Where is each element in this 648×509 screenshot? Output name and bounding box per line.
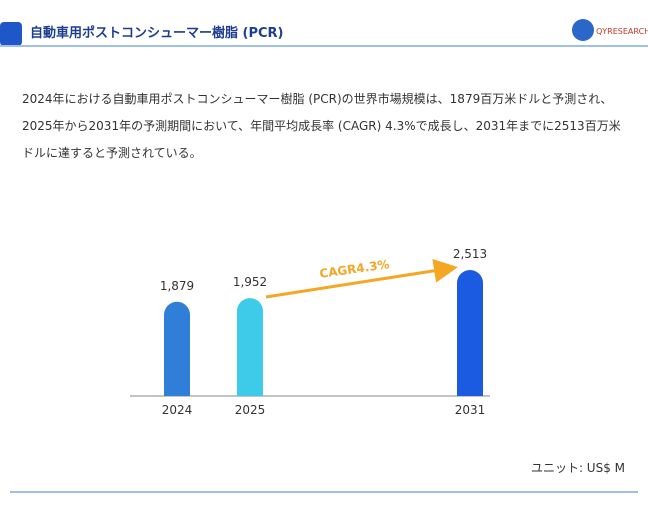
unit-label: ユニット: US$ M [531,461,625,475]
bar [237,298,263,396]
header-tab [0,22,22,46]
x-tick-label: 2031 [455,403,486,417]
title: 自動車用ポストコンシューマー樹脂 (PCR) [30,26,284,41]
value-label: 1,879 [160,279,194,293]
x-tick-label: 2024 [162,403,193,417]
logo-text: QYRESEARCH [596,27,648,36]
value-label: 1,952 [233,275,267,289]
cagr-label: CAGR4.3% [319,257,391,281]
bar [457,270,483,396]
description: 2024年における自動車用ポストコンシューマー樹脂 (PCR)の世界市場規模は、… [22,92,621,160]
value-label: 2,513 [453,247,487,261]
x-tick-label: 2025 [235,403,266,417]
cagr-arrow [265,258,458,299]
logo-mark [572,19,594,41]
bar [164,301,190,396]
